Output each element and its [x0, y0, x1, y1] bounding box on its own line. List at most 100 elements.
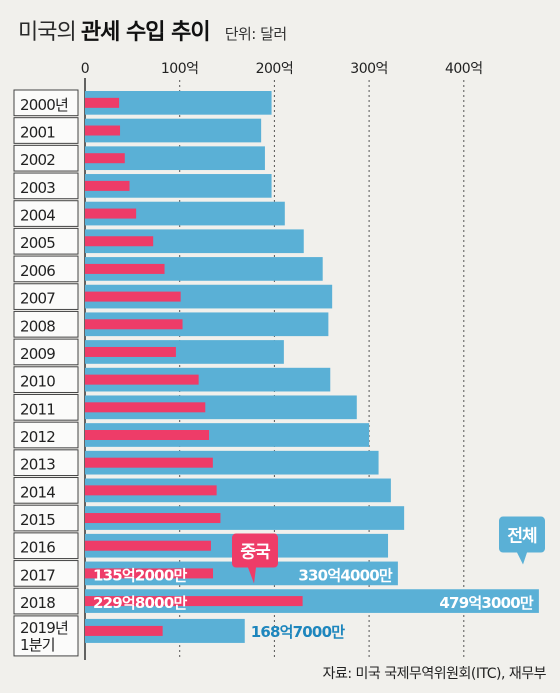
category-label: 2016: [20, 539, 55, 557]
legend-china-pointer: [248, 567, 256, 584]
category-box: [13, 227, 79, 255]
bar-total: [85, 423, 370, 447]
category-box: [13, 421, 79, 449]
x-tick-label: 0: [81, 61, 89, 77]
category-box: [13, 200, 79, 227]
category-label: 2009: [20, 345, 55, 363]
category-box: [13, 532, 79, 560]
x-tick-label: 400억: [445, 61, 483, 77]
category-box: [13, 283, 79, 310]
category-label: 2018: [20, 594, 55, 612]
data-label-total: 479억3000만: [439, 594, 533, 612]
chart-title: 미국의 관세 수입 추이 단위: 달러: [18, 14, 287, 46]
category-label: 2013: [20, 456, 55, 474]
bar-total: [85, 201, 285, 226]
legend-total-pointer: [517, 552, 527, 565]
bar-total: [85, 589, 539, 613]
category-label: 2015: [20, 511, 55, 529]
bar-china: [85, 402, 206, 413]
category-box: [13, 310, 79, 338]
category-box: [13, 504, 79, 532]
bar-china: [85, 263, 165, 274]
bar-total: [85, 91, 272, 115]
bar-china: [85, 319, 183, 330]
bar-total: [85, 174, 272, 198]
category-box: [13, 615, 79, 657]
bar-china: [85, 153, 125, 164]
legend-total-label: 전체: [507, 527, 537, 547]
bar-china: [85, 625, 163, 636]
category-box: [13, 587, 79, 615]
category-label: 2012: [20, 428, 55, 446]
bar-total: [85, 340, 284, 364]
category-box: [13, 393, 79, 421]
source-note: 자료: 미국 국제무역위원회(ITC), 재무부: [322, 666, 547, 682]
title-bold: 관세 수입 추이: [80, 20, 211, 45]
x-tick-label: 200억: [256, 61, 294, 77]
category-label: 2007: [20, 290, 55, 308]
bar-china: [85, 596, 303, 607]
category-box: [13, 172, 79, 200]
category-label: 2001: [20, 124, 55, 142]
category-box: [13, 366, 79, 393]
x-tick-label: 100억: [161, 61, 199, 77]
category-box: [13, 560, 79, 587]
data-label-china: 135억2000만: [93, 566, 187, 584]
bar-total: [85, 395, 357, 420]
legend-total-bubble: [499, 516, 545, 553]
category-box: [13, 89, 79, 117]
data-label-china: 229억8000만: [93, 594, 187, 612]
category-label: 2005: [20, 234, 55, 252]
bar-total: [85, 312, 329, 337]
bar-china: [85, 291, 181, 302]
bar-china: [85, 97, 120, 108]
category-label: 2014: [20, 483, 55, 501]
bar-total: [85, 146, 265, 171]
category-box: [13, 477, 79, 504]
legend-china-label: 중국: [240, 543, 271, 563]
category-box: [13, 338, 79, 366]
category-label: 2019년: [20, 619, 68, 637]
bar-total: [85, 118, 262, 143]
category-box: [13, 144, 79, 172]
bar-china: [85, 513, 221, 524]
category-label: 2008: [20, 317, 55, 335]
bar-total: [85, 478, 391, 503]
bar-total: [85, 561, 398, 586]
category-label: 2000년: [20, 96, 68, 114]
category-box: [13, 117, 79, 144]
category-label: 2010: [20, 373, 55, 391]
category-label: 2006: [20, 262, 55, 280]
bar-china: [85, 568, 214, 579]
bar-china: [85, 457, 213, 468]
category-label: 1분기: [20, 636, 55, 654]
category-box: [13, 449, 79, 477]
bar-total: [85, 257, 323, 281]
bar-total: [85, 284, 333, 309]
legend-china-bubble: [232, 533, 278, 568]
bar-china: [85, 236, 154, 247]
category-box: [13, 255, 79, 283]
bar-total: [85, 229, 304, 254]
x-tick-label: 300억: [350, 61, 388, 77]
bar-china: [85, 485, 217, 496]
bar-total: [85, 450, 379, 475]
category-label: 2017: [20, 566, 55, 584]
bar-total: [85, 506, 405, 530]
bar-china: [85, 125, 121, 136]
bar-china: [85, 430, 210, 440]
data-label-total: 168억7000만: [251, 623, 345, 641]
data-label-total: 330억4000만: [298, 566, 392, 584]
bar-china: [85, 346, 176, 357]
unit-label: 단위: 달러: [224, 25, 288, 43]
category-label: 2003: [20, 179, 55, 197]
title-light: 미국의: [18, 20, 77, 45]
category-label: 2011: [20, 400, 55, 418]
bar-china: [85, 208, 137, 219]
bar-china: [85, 540, 211, 551]
bar-total: [85, 367, 331, 392]
category-label: 2004: [20, 207, 55, 225]
bar-china: [85, 180, 130, 191]
category-label: 2002: [20, 151, 55, 169]
